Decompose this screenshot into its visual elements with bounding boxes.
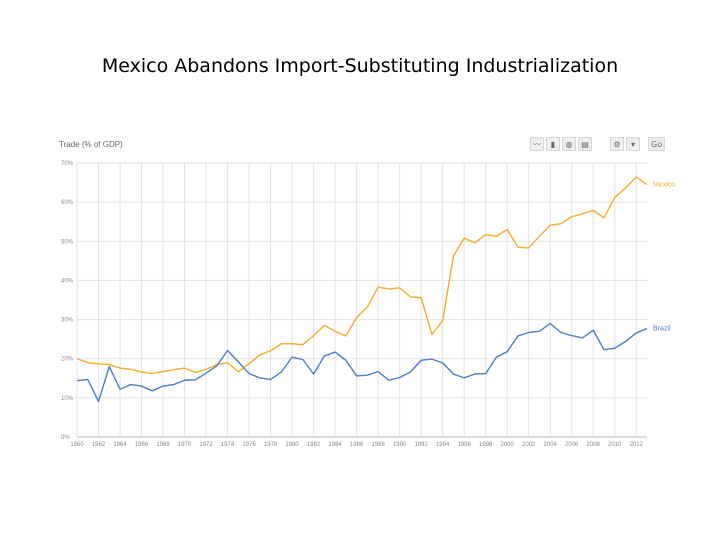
gear-icon[interactable]: ⚙ [610,137,624,151]
x-tick-label: 1966 [135,442,149,448]
x-tick-label: 2000 [501,442,515,448]
x-tick-label: 1980 [285,442,299,448]
x-tick-label: 2006 [565,442,579,448]
x-tick-label: 1976 [242,442,256,448]
y-tick-label: 50% [61,239,74,245]
y-tick-label: 60% [61,200,74,206]
x-tick-label: 2004 [544,442,558,448]
x-tick-label: 1992 [414,442,428,448]
y-tick-label: 10% [61,396,74,402]
x-tick-label: 1998 [479,442,493,448]
x-tick-label: 1974 [221,442,235,448]
bar-chart-icon[interactable]: ▮ [546,137,560,151]
series-line-mexico [76,176,648,375]
series-label-brazil: Brazil [653,326,671,333]
x-tick-label: 1962 [92,442,106,448]
x-tick-label: 1970 [178,442,192,448]
x-tick-label: 1990 [393,442,407,448]
y-tick-label: 0% [61,435,70,441]
x-tick-label: 1986 [350,442,364,448]
x-tick-label: 1968 [156,442,170,448]
dropdown-icon[interactable]: ▾ [626,137,640,151]
y-tick-label: 20% [61,357,74,363]
x-tick-label: 1984 [328,442,342,448]
x-tick-label: 1982 [307,442,321,448]
x-tick-label: 2008 [587,442,601,448]
chart-panel: 0% 10% 20% 30% 40% 50% 60% 70% 1960 1962 1964 1966 1… [57,135,680,455]
chart-toolbar: 〰 ▮ ◍ ▤ ⚙ ▾ Go [530,137,666,151]
table-icon[interactable]: ▤ [578,137,592,151]
y-tick-label: 70% [61,161,74,167]
x-tick-label: 1996 [457,442,471,448]
line-chart-icon[interactable]: 〰 [530,137,544,151]
x-tick-label: 1972 [199,442,213,448]
globe-icon[interactable]: ◍ [562,137,576,151]
series-label-mexico: Mexico [653,182,675,189]
series-line-brazil [76,322,648,403]
trade-line-chart: 0% 10% 20% 30% 40% 50% 60% 70% 1960 1962 1964 1966 1… [61,161,675,448]
x-tick-label: 2012 [630,442,644,448]
slide-title: Mexico Abandons Import-Substituting Indu… [101,55,619,77]
x-tick-label: 2010 [608,442,622,448]
y-tick-label: 30% [61,318,74,324]
x-tick-label: 1988 [371,442,385,448]
go-button[interactable]: Go [648,137,666,151]
x-tick-label: 2002 [522,442,536,448]
x-tick-label: 1978 [264,442,278,448]
x-tick-label: 1964 [113,442,127,448]
y-tick-label: 40% [61,278,74,284]
chart-heading: Trade (% of GDP) [59,140,123,149]
x-tick-label: 1994 [436,442,450,448]
x-tick-label: 1960 [70,442,84,448]
